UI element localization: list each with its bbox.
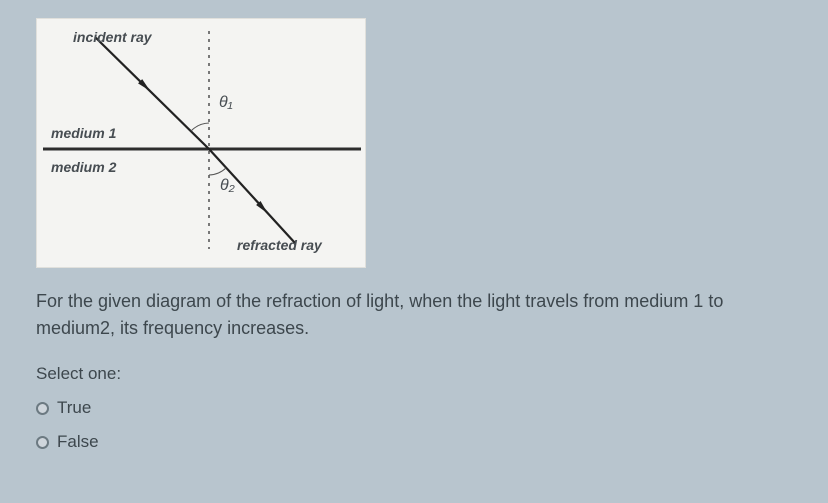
theta2-arc (209, 168, 226, 175)
refracted-ray-label: refracted ray (237, 237, 322, 253)
select-one-prompt: Select one: (36, 364, 828, 384)
diagram-svg (37, 19, 367, 269)
theta1-label: θ₁ (219, 94, 233, 112)
radio-false[interactable] (36, 436, 49, 449)
option-false-label: False (57, 432, 99, 452)
theta2-label: θ₂ (220, 177, 235, 195)
refraction-diagram: incident ray medium 1 medium 2 θ₁ θ₂ ref… (36, 18, 366, 268)
option-true[interactable]: True (36, 398, 828, 418)
theta1-arc (191, 123, 209, 131)
option-true-label: True (57, 398, 91, 418)
radio-true[interactable] (36, 402, 49, 415)
medium2-label: medium 2 (51, 159, 116, 175)
incident-ray-label: incident ray (73, 29, 152, 45)
medium1-label: medium 1 (51, 125, 116, 141)
refracted-ray-line (209, 149, 295, 243)
option-false[interactable]: False (36, 432, 828, 452)
question-text: For the given diagram of the refraction … (36, 288, 796, 342)
